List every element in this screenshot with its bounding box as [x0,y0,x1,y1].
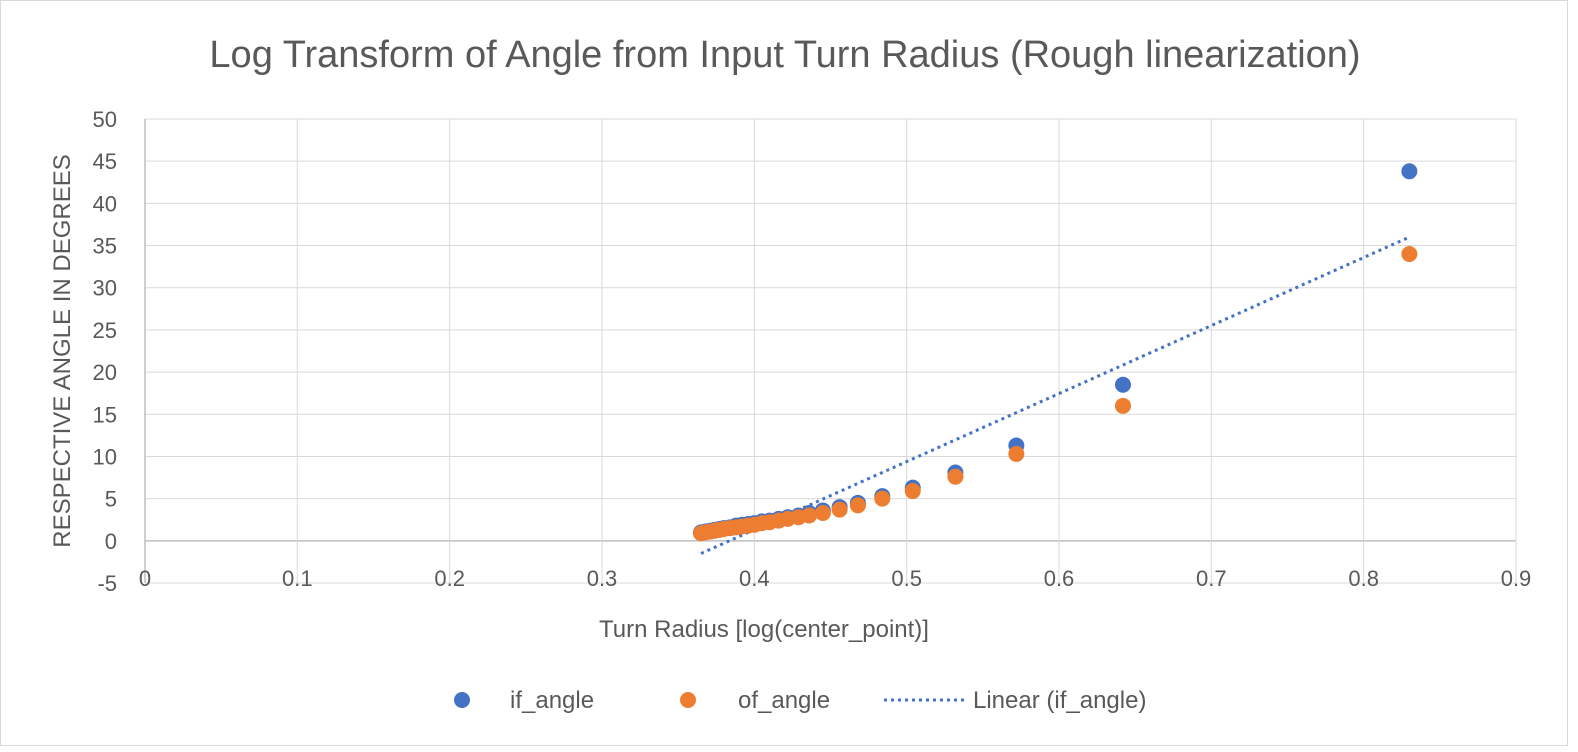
y-axis-title: RESPECTIVE ANGLE IN DEGREES [49,154,76,547]
y-tick-label: 50 [93,107,117,132]
y-tick-label: 15 [93,402,117,427]
x-tick-label: 0.2 [434,566,465,591]
y-tick-label: 30 [93,276,117,301]
x-tick-label: 0.3 [587,566,618,591]
trendline-layer [700,235,1410,555]
y-tick-label: 45 [93,149,117,174]
if-angle-point [1114,376,1131,393]
y-tick-label: 35 [93,234,117,259]
y-tick-label: 25 [93,318,117,343]
of-angle-point [1008,445,1025,462]
x-tick-label: 0.7 [1196,566,1227,591]
of-angle-point [814,504,831,521]
of-angle-point [1114,397,1131,414]
if-angle-point [1401,163,1418,180]
legend-label-if-angle: if_angle [510,687,594,714]
legend-label-trendline: Linear (if_angle) [973,687,1146,714]
of-angle-point [904,483,921,500]
of-angle-point [801,507,818,524]
x-tick-label: 0.1 [282,566,313,591]
x-tick-label: 0 [139,566,151,591]
x-tick-label: 0.9 [1501,566,1532,591]
x-axis-title: Turn Radius [log(center_point)] [599,616,929,643]
y-tick-label: 5 [105,487,117,512]
legend: if_angle of_angle Linear (if_angle) [454,687,1146,714]
x-tick-label: 0.8 [1348,566,1379,591]
y-tick-label: 20 [93,360,117,385]
of-angle-point [849,497,866,514]
of-angle-point [874,490,891,507]
of-angle-point [831,501,848,518]
of-angle-point [1401,245,1418,262]
x-tick-label: 0.5 [891,566,922,591]
y-tick-label: 10 [93,444,117,469]
legend-marker-of-angle [680,692,696,708]
points-layer [693,163,1418,542]
trendline [700,235,1410,555]
of-angle-point [947,468,964,485]
y-tick-label: -5 [97,571,117,596]
y-tick-label: 0 [105,529,117,554]
y-tick-label: 40 [93,191,117,216]
tick-labels: -5 0 5 10 15 20 25 30 35 40 45 50 0 0.1 0.2 0.3 0.4 0.5 0.… [93,107,1532,596]
x-tick-label: 0.4 [739,566,770,591]
x-tick-label: 0.6 [1044,566,1075,591]
legend-marker-if-angle [454,692,470,708]
legend-label-of-angle: of_angle [738,687,830,714]
gridlines [144,118,1517,584]
chart-title: Log Transform of Angle from Input Turn R… [209,34,1360,76]
